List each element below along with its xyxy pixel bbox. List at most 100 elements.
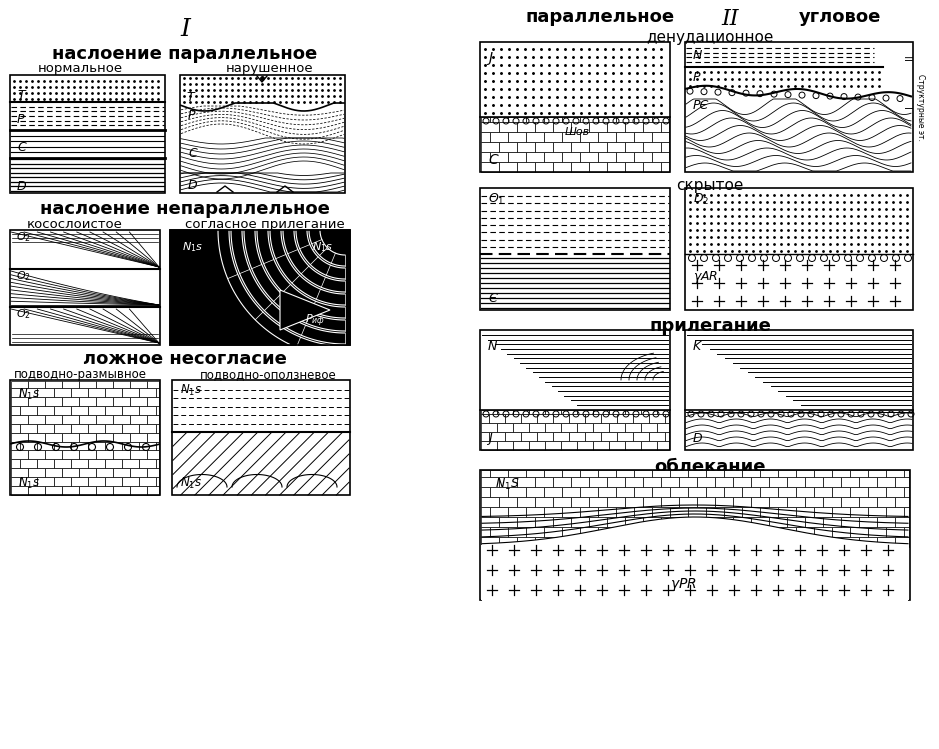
Bar [104, 406, 121, 415]
Bar [877, 537, 895, 547]
Text: I: I [905, 106, 915, 109]
Bar [537, 414, 553, 423]
Bar [70, 459, 87, 468]
Bar [113, 397, 130, 406]
Bar [526, 132, 544, 142]
Bar [715, 517, 733, 527]
Bar [697, 497, 715, 507]
Bar [11, 424, 20, 433]
Bar [633, 414, 649, 423]
Bar [481, 414, 489, 423]
Bar [535, 162, 553, 172]
Bar [130, 486, 147, 495]
Bar [96, 468, 113, 477]
Bar [499, 477, 517, 487]
Bar [562, 117, 580, 122]
Bar [724, 470, 742, 477]
Text: D: D [693, 432, 702, 445]
Bar [649, 414, 665, 423]
Text: Структурные эт.: Структурные эт. [916, 73, 925, 141]
Bar [580, 470, 598, 477]
Bar [535, 122, 553, 132]
Bar [70, 406, 87, 415]
Bar [147, 381, 159, 388]
Bar [751, 497, 769, 507]
Bar [180, 75, 345, 193]
Bar [121, 406, 138, 415]
Bar [481, 470, 909, 547]
Bar [70, 424, 87, 433]
Bar [823, 497, 841, 507]
Bar [20, 388, 37, 397]
Bar [499, 517, 517, 527]
Bar [706, 527, 724, 537]
Bar [87, 388, 104, 397]
Bar [633, 432, 649, 441]
Text: C: C [488, 153, 498, 167]
Bar [96, 433, 113, 442]
Bar [138, 424, 156, 433]
Bar [715, 537, 733, 547]
Bar [685, 330, 913, 450]
Bar [868, 487, 886, 497]
Bar [489, 432, 505, 441]
Bar [868, 470, 886, 477]
Bar [823, 537, 841, 547]
Bar [571, 477, 589, 487]
Bar [62, 381, 79, 388]
Bar [796, 487, 814, 497]
Bar [589, 162, 607, 172]
Bar [481, 432, 489, 441]
Bar [850, 470, 868, 477]
Bar [670, 527, 688, 537]
Bar [661, 537, 679, 547]
Bar [10, 230, 160, 345]
Bar [96, 450, 113, 459]
Bar [562, 470, 580, 477]
Text: $N_1s$: $N_1s$ [182, 240, 203, 254]
Bar [45, 415, 62, 424]
Bar [508, 117, 526, 122]
Bar [526, 487, 544, 497]
Bar [661, 477, 679, 487]
Bar [616, 487, 634, 497]
Bar [489, 414, 505, 423]
Text: N: N [693, 49, 702, 62]
Bar [526, 527, 544, 537]
Bar [513, 410, 529, 414]
Bar [607, 122, 625, 132]
Bar [706, 487, 724, 497]
Bar [156, 406, 159, 415]
Bar [850, 527, 868, 537]
Text: C: C [17, 141, 25, 154]
Bar [679, 477, 697, 487]
Bar [609, 410, 625, 414]
Bar [665, 414, 669, 423]
Bar [28, 468, 45, 477]
Bar [553, 497, 571, 507]
Bar [724, 487, 742, 497]
Bar [661, 497, 679, 507]
Bar [607, 537, 625, 547]
Bar [589, 497, 607, 507]
Text: облекание: облекание [654, 458, 765, 476]
Bar [11, 459, 20, 468]
Bar [481, 545, 909, 600]
Bar [634, 132, 652, 142]
Bar [652, 152, 669, 162]
Bar [497, 441, 513, 450]
Bar [823, 517, 841, 527]
Bar [121, 477, 138, 486]
Bar [609, 441, 625, 450]
Bar [589, 517, 607, 527]
Bar [733, 477, 751, 487]
Bar [481, 132, 490, 142]
Bar [517, 142, 535, 152]
Bar [760, 527, 778, 537]
Bar [634, 527, 652, 537]
Bar [625, 142, 643, 152]
Bar [641, 410, 657, 414]
Bar [661, 517, 679, 527]
Polygon shape [482, 517, 908, 545]
Bar [580, 117, 598, 122]
